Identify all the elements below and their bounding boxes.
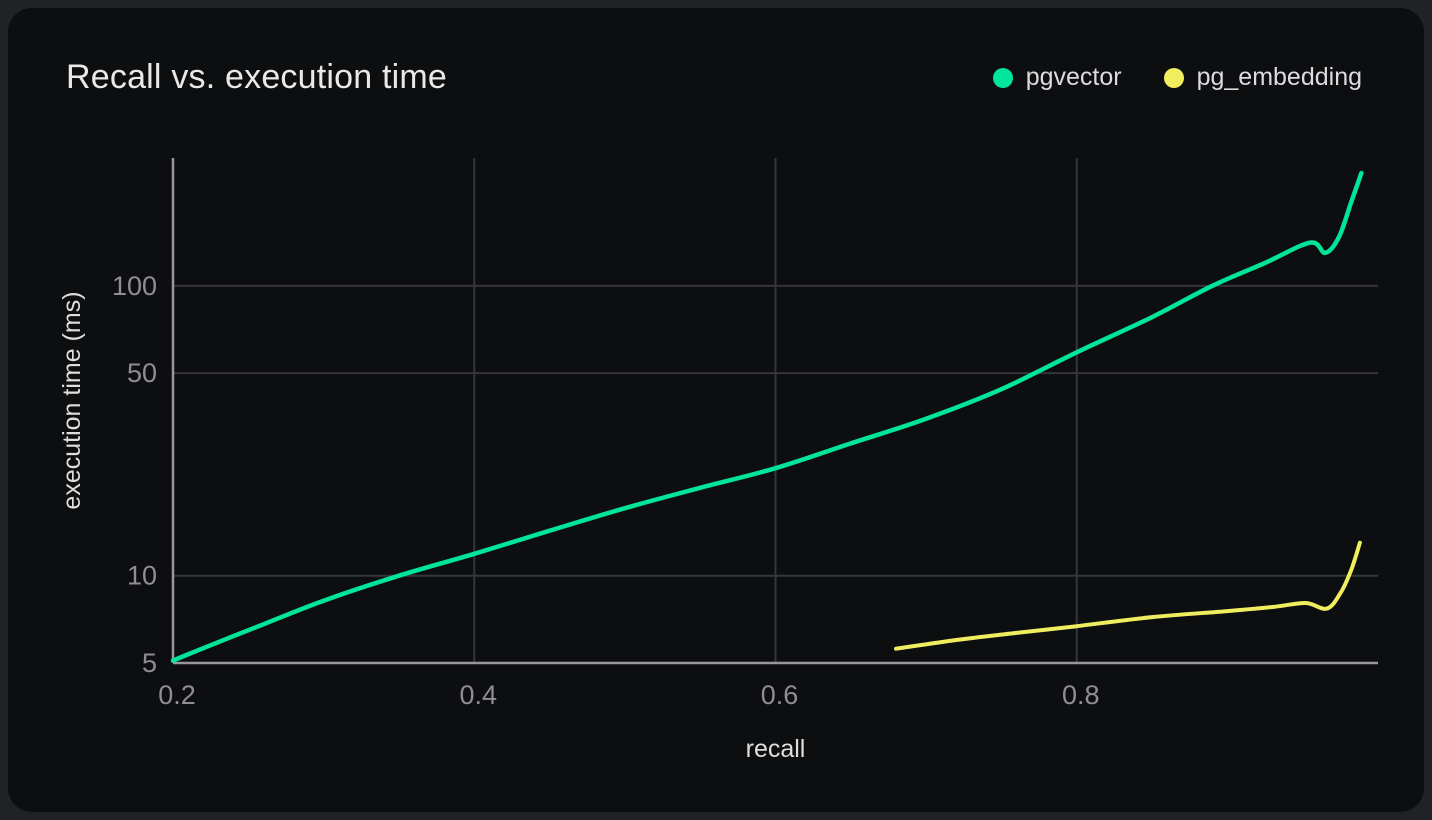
x-tick-label: 0.2	[158, 680, 196, 710]
chart-card: Recall vs. execution time pgvector pg_emb…	[8, 8, 1424, 812]
x-tick-label: 0.8	[1062, 680, 1100, 710]
legend-label: pgvector	[1025, 63, 1122, 91]
x-axis-title: recall	[746, 735, 806, 763]
chart-title: Recall vs. execution time	[66, 58, 448, 96]
chart-header: Recall vs. execution time pgvector pg_emb…	[66, 58, 1362, 97]
x-tick-label: 0.6	[761, 680, 799, 710]
y-tick-label: 10	[127, 561, 157, 591]
y-tick-label: 100	[112, 271, 157, 301]
series-line-pgvector	[170, 170, 1364, 663]
legend-label: pg_embedding	[1196, 63, 1362, 91]
legend-dot-icon	[1163, 67, 1184, 88]
x-tick-label: 0.4	[459, 680, 497, 710]
y-tick-label: 50	[127, 358, 157, 388]
legend: pgvector pg_embedding	[992, 63, 1362, 92]
series-line-pg_embedding	[894, 540, 1362, 651]
legend-item-pg_embedding[interactable]: pg_embedding	[1163, 63, 1362, 92]
y-tick-label: 5	[142, 648, 157, 678]
y-axis-title: execution time (ms)	[58, 291, 86, 509]
legend-dot-icon	[992, 67, 1013, 88]
legend-item-pgvector[interactable]: pgvector	[992, 63, 1122, 92]
